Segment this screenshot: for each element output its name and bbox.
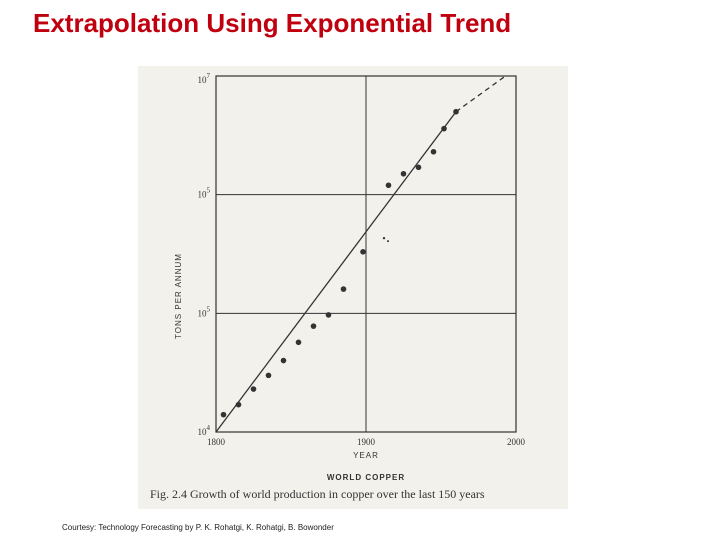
y-tick-exponent: 5 (207, 305, 211, 313)
chart-title: WORLD COPPER (327, 473, 405, 482)
y-tick-exponent: 5 (207, 187, 211, 195)
trend-line (215, 111, 457, 433)
y-tick-exponent: 4 (207, 424, 211, 432)
data-points-group (220, 108, 459, 418)
data-point (385, 182, 392, 189)
data-point (250, 386, 257, 392)
data-point (220, 411, 227, 418)
x-tick-label: 2000 (507, 437, 526, 447)
y-axis-label: TONS PER ANNUM (174, 253, 183, 339)
data-point (295, 339, 302, 346)
chart-grid (215, 75, 517, 433)
y-tick-label: 104 (198, 424, 211, 437)
data-point (453, 108, 459, 115)
stray-mark (382, 236, 386, 240)
x-axis-label: YEAR (353, 451, 379, 460)
data-point (415, 164, 422, 171)
data-point (235, 401, 242, 408)
y-tick-exponent: 7 (207, 72, 211, 80)
scanned-figure: 1800 1900 2000 104 105 105 107 TONS PER ANNUM … (138, 66, 568, 509)
data-point (360, 249, 366, 255)
data-point (340, 286, 347, 292)
data-point (325, 312, 332, 318)
y-tick-label: 107 (198, 72, 211, 85)
data-point (265, 372, 272, 379)
x-tick-label: 1900 (357, 437, 376, 447)
y-tick-label: 105 (198, 305, 211, 318)
slide-title: Extrapolation Using Exponential Trend (33, 8, 512, 38)
trend-line-group (215, 75, 506, 433)
data-point (441, 125, 447, 132)
x-tick-label: 1800 (207, 437, 226, 447)
stray-mark (387, 240, 389, 243)
data-point (280, 357, 287, 364)
data-point (430, 148, 437, 155)
data-point (400, 170, 407, 177)
figure-caption: Fig. 2.4 Growth of world production in c… (150, 487, 485, 501)
trend-extrapolation-dashed (455, 75, 506, 113)
data-point (310, 323, 317, 329)
courtesy-note: Courtesy: Technology Forecasting by P. K… (62, 523, 334, 532)
y-tick-label: 105 (198, 187, 211, 200)
